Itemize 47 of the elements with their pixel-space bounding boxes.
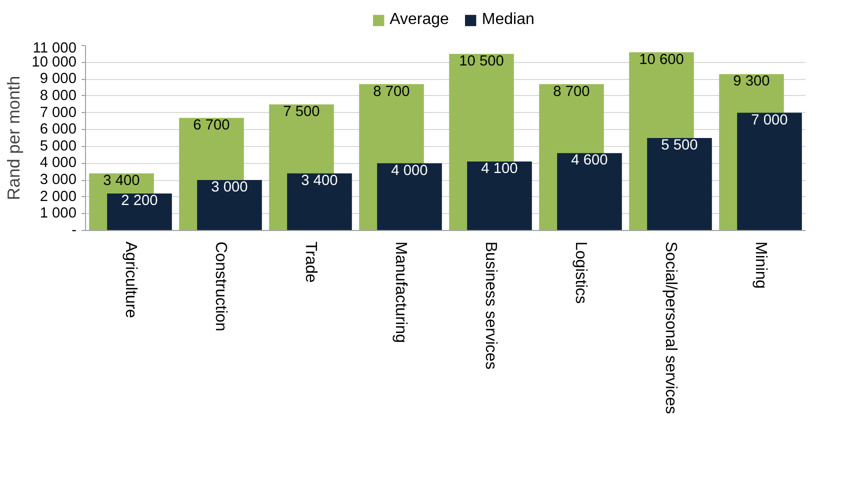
x-tick-label: Manufacturing [392,242,409,343]
data-label: 4 600 [571,152,608,169]
x-tick-label: Logistics [572,242,589,304]
data-label: 10 500 [459,53,504,70]
y-tick-label: 5 000 [40,138,77,154]
y-tick-label: 7 000 [40,104,77,121]
y-tick-label: - [72,222,77,238]
y-tick-label: 4 000 [40,155,77,172]
y-tick-label: 1 000 [40,206,77,222]
y-tick-label: 2 000 [40,188,77,205]
y-tick-label: 3 000 [40,172,77,188]
x-tick-label: Mining [752,242,769,289]
y-tick-label: 10 000 [32,54,76,70]
data-label: 7 500 [283,104,320,120]
data-label: 8 700 [553,84,590,100]
data-label: 4 000 [391,162,428,179]
x-tick-label: Trade [302,242,319,283]
data-label: 5 500 [661,138,698,154]
data-label: 7 000 [751,112,788,128]
bar [287,173,352,230]
data-label: 4 100 [481,161,518,178]
y-tick-label: 6 000 [40,122,77,138]
legend-label: Average [390,11,449,29]
x-tick-label: Business services [482,242,499,370]
bar [557,153,622,230]
bar [737,112,802,230]
bar [377,163,442,230]
x-tick-label: Agriculture [122,242,139,318]
data-label: 2 200 [121,193,158,210]
bar [647,138,712,230]
legend-label: Median [482,11,534,29]
y-axis-title: Rand per month [4,76,24,200]
data-label: 9 300 [733,74,770,90]
data-label: 6 700 [193,117,230,134]
y-tick-label: 9 000 [40,71,77,88]
x-tick-label: Construction [212,242,229,332]
data-label: 3 400 [301,172,338,189]
x-tick-label: Social/personal services [662,242,679,414]
bar [467,162,532,230]
data-label: 3 400 [103,172,140,189]
bar [197,180,262,230]
data-label: 8 700 [373,84,410,100]
y-tick-label: 11 000 [32,40,77,56]
data-label: 10 600 [639,52,684,68]
y-tick-label: 8 000 [40,88,77,104]
bar [107,194,172,230]
data-label: 3 000 [211,180,248,196]
